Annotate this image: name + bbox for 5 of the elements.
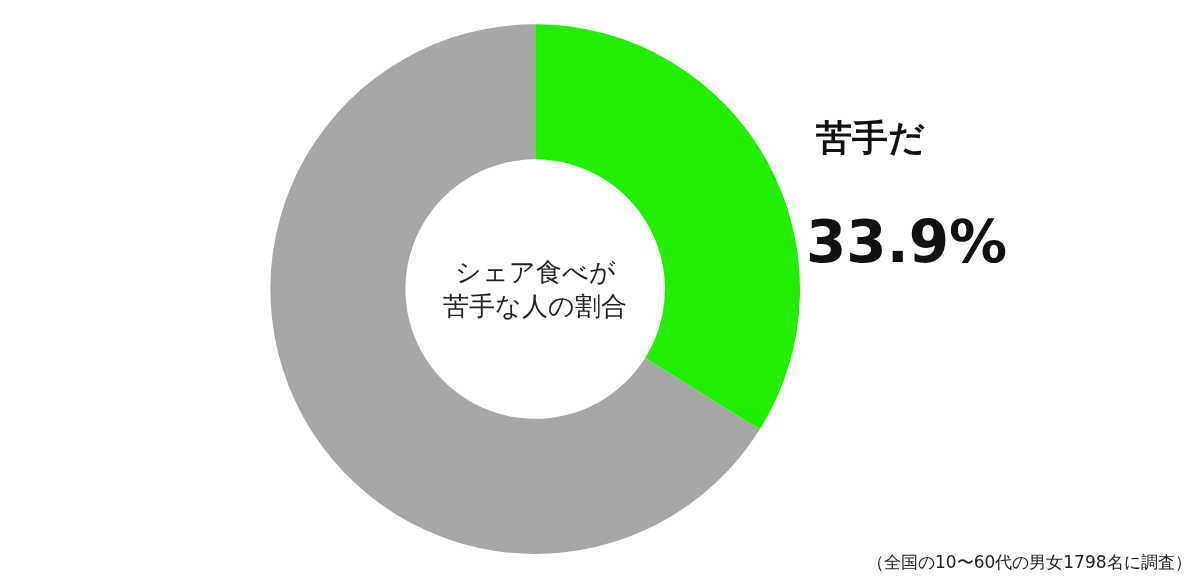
text: シェア食べが苦手な人の割合: [443, 257, 627, 321]
text: （全国の10〜60代の男女1798名に調査）: [867, 552, 1192, 572]
donut-slice: [270, 24, 760, 554]
slice-label: 苦手だ: [815, 117, 925, 158]
data-label: 33.9%: [806, 208, 1008, 276]
